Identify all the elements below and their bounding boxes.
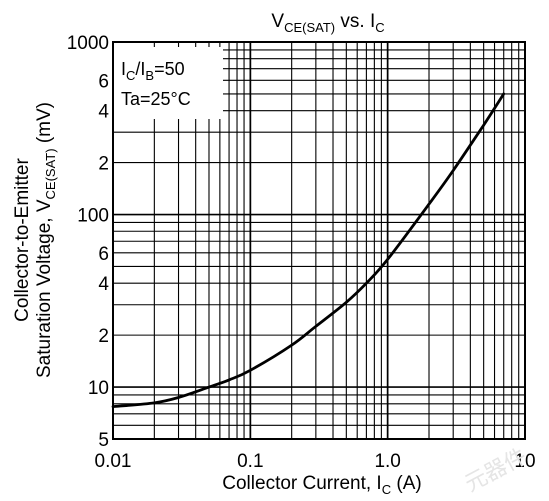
series-line-0 — [111, 92, 506, 408]
y-tick-label: 5 — [98, 430, 109, 451]
y-axis-title-line2: Saturation Voltage, VCE(SAT) (mV) — [34, 102, 58, 378]
chart-title: VCE(SAT) vs. IC — [271, 11, 384, 35]
y-tick-label: 6 — [98, 71, 109, 92]
y-tick-label: 4 — [98, 274, 109, 295]
x-axis-title: Collector Current, IC (A) — [222, 473, 421, 497]
y-tick-label: 10 — [88, 378, 109, 399]
y-tick-label: 4 — [98, 102, 109, 123]
annotation-temperature: Ta=25°C — [121, 89, 191, 109]
y-tick-label: 2 — [98, 326, 109, 347]
annotation-ratio: IC/IB=50 — [121, 59, 185, 83]
y-tick-label: 100 — [77, 206, 109, 227]
x-tick-label: 1.0 — [374, 451, 400, 472]
x-tick-label: 0.1 — [237, 451, 263, 472]
y-tick-label: 6 — [98, 244, 109, 265]
x-tick-label: 10 — [514, 451, 535, 472]
plot-frame — [112, 41, 526, 440]
y-tick-label: 2 — [98, 154, 109, 175]
x-tick-labels: 0.01 0.1 1.0 10 — [95, 451, 536, 472]
y-axis-title-line1: Collector-to-Emitter — [12, 158, 33, 322]
y-tick-label: 1000 — [67, 33, 109, 54]
watermark: 元器件 — [461, 444, 531, 497]
series-layer — [111, 92, 506, 408]
legend-box — [114, 47, 223, 119]
y-tick-labels: 1000 6 4 2 100 6 4 2 10 5 — [67, 33, 110, 451]
x-tick-label: 0.01 — [95, 451, 132, 472]
